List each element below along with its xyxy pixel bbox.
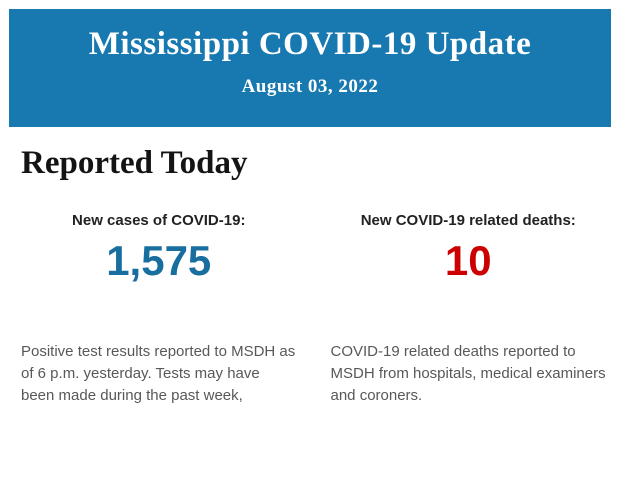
report-content: Reported Today New cases of COVID-19: 1,… (0, 143, 620, 422)
new-deaths-description: COVID-19 related deaths reported to MSDH… (330, 343, 606, 404)
banner-date: August 03, 2022 (241, 76, 379, 97)
header-banner: Mississippi COVID-19 Update August 03, 2… (9, 9, 611, 127)
new-deaths-label: New COVID-19 related deaths: (360, 212, 576, 229)
new-deaths-value: 10 (444, 237, 492, 284)
new-cases-value: 1,575 (106, 237, 212, 284)
section-heading: Reported Today (21, 145, 248, 181)
banner-title: Mississippi COVID-19 Update (88, 26, 532, 62)
new-cases-label: New cases of COVID-19: (72, 212, 246, 229)
new-cases-description: Positive test results reported to MSDH a… (21, 343, 296, 404)
stat-card-new-cases: New cases of COVID-19: 1,575 Positive te… (21, 212, 297, 422)
stats-row: New cases of COVID-19: 1,575 Positive te… (21, 212, 606, 422)
stat-card-new-deaths: New COVID-19 related deaths: 10 COVID-19… (331, 212, 607, 422)
